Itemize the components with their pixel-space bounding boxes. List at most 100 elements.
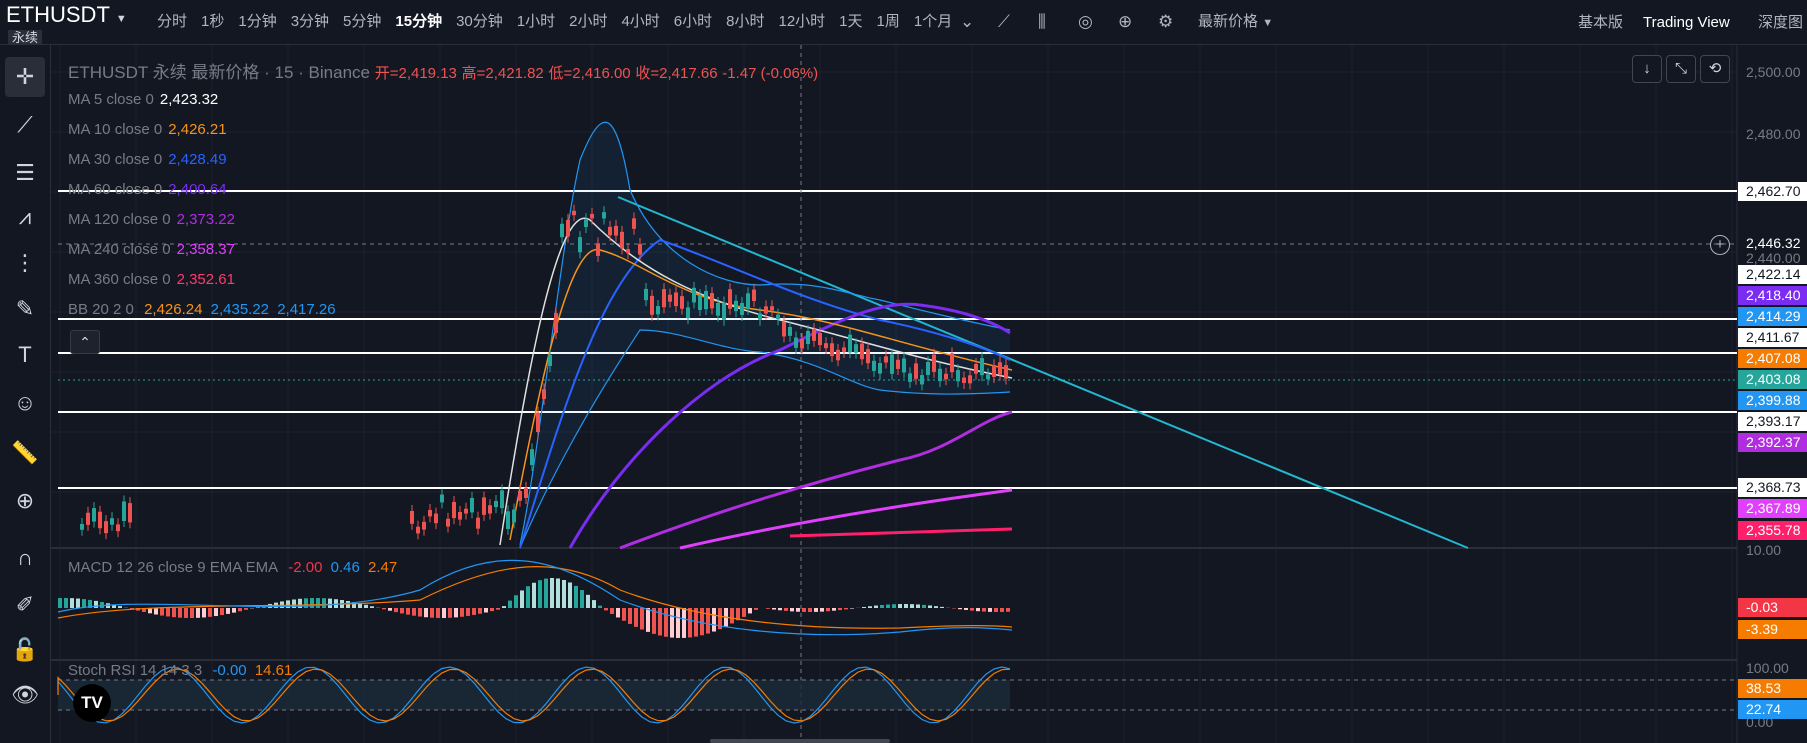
fib-icon[interactable]: ☰ — [15, 160, 35, 185]
timeframe-tab[interactable]: 6小时 — [673, 13, 713, 30]
timeframe-tab[interactable]: 8小时 — [726, 13, 765, 30]
candle-body — [914, 363, 918, 379]
candle-body — [488, 505, 492, 514]
macd-bar — [130, 608, 134, 610]
macd-bar — [928, 605, 932, 608]
arrow-down-icon[interactable]: ↓ — [1632, 55, 1662, 83]
timeframe-tab[interactable]: 1个月 — [913, 13, 953, 30]
candle-body — [662, 289, 666, 308]
candle-body — [776, 314, 780, 320]
timeframe-tab[interactable]: 分时 — [157, 13, 188, 30]
price-chart[interactable] — [51, 45, 1807, 743]
timeframe-tab[interactable]: 4小时 — [621, 13, 660, 30]
candle-body — [110, 518, 114, 525]
lock-drawing-icon[interactable]: ✐ — [15, 592, 35, 617]
eye-icon[interactable]: 👁 — [11, 682, 39, 707]
bb-legend: BB 20 2 0 2,426.24 2,435.22 2,417.26 — [68, 300, 336, 320]
macd-bar — [406, 608, 410, 615]
chevron-down-icon[interactable]: ⌄ — [960, 12, 975, 31]
collapse-legend-button[interactable]: ⌃ — [70, 330, 100, 354]
collapse-icon[interactable]: ⤡ — [1666, 55, 1696, 83]
ruler-icon[interactable]: 📏 — [11, 440, 39, 465]
candle-body — [590, 213, 594, 219]
macd-bar — [910, 604, 914, 608]
candle-body — [566, 219, 570, 237]
trend-line — [617, 196, 1469, 549]
trendline-icon[interactable]: ⟋ — [17, 112, 33, 137]
macd-bar — [934, 606, 938, 608]
emoji-icon[interactable]: ☺ — [13, 390, 37, 415]
macd-legend: MACD 12 26 close 9 EMA EMA -2.00 0.46 2.… — [68, 558, 397, 578]
macd-value: 0.46 — [330, 559, 360, 576]
macd-bar — [886, 604, 890, 608]
crosshair-icon[interactable]: ✛ — [5, 57, 45, 97]
macd-bar — [64, 598, 68, 608]
refresh-icon[interactable]: ⟲ — [1700, 55, 1730, 83]
zoom-icon[interactable]: ⊕ — [15, 488, 35, 513]
tradingview-logo: TV — [73, 684, 111, 722]
timeframe-tab[interactable]: 5分钟 — [343, 13, 382, 30]
magnet-icon[interactable]: ∩ — [17, 545, 33, 570]
candle-body — [410, 510, 414, 524]
candle-body — [860, 343, 864, 360]
bollinger-upper — [519, 121, 1011, 546]
macd-bar — [958, 608, 962, 610]
macd-bar — [322, 598, 326, 608]
candle-body — [938, 368, 942, 382]
macd-bar — [646, 608, 650, 632]
settings-icon[interactable]: ⚙ — [1158, 12, 1174, 31]
macd-bar — [484, 608, 488, 613]
basic-view-button[interactable]: 基本版 — [1578, 14, 1624, 31]
price-type-label: 最新价格 — [1198, 13, 1259, 30]
tradingview-button[interactable]: Trading View — [1643, 14, 1730, 31]
macd-bar — [346, 601, 350, 608]
depth-chart-button[interactable]: 深度图 — [1758, 14, 1804, 31]
macd-bar — [448, 608, 452, 618]
timeframe-tab[interactable]: 30分钟 — [456, 13, 503, 30]
timeframe-tab[interactable]: 3分钟 — [290, 13, 330, 30]
lock-icon[interactable]: 🔓 — [11, 637, 39, 662]
text-icon[interactable]: T — [18, 342, 32, 367]
add-alert-icon[interactable]: + — [1710, 235, 1730, 255]
timeframe-tab[interactable]: 1分钟 — [238, 13, 277, 30]
indicators-icon[interactable]: ⟋ — [998, 12, 1010, 31]
macd-bar — [796, 608, 800, 612]
timeframe-tab[interactable]: 1小时 — [516, 13, 556, 30]
macd-bar — [202, 608, 206, 618]
candle-body — [620, 231, 624, 249]
candle-body — [782, 321, 786, 337]
low-label: 低= — [548, 65, 573, 82]
measure-lines-icon[interactable]: ⋮ — [14, 250, 36, 275]
candle-body — [80, 523, 84, 530]
ma-value: 2,426.21 — [168, 121, 227, 138]
pattern-icon[interactable]: ⩘ — [18, 204, 32, 229]
candle-body — [86, 512, 90, 525]
candle-body — [740, 302, 744, 316]
timeframe-tab[interactable]: 1天 — [839, 13, 863, 30]
price-label: 2,392.37 — [1738, 433, 1807, 452]
candle-body — [956, 370, 960, 382]
camera-icon[interactable]: ◎ — [1078, 12, 1093, 31]
axis-tick-label: 10.00 — [1746, 542, 1782, 558]
ma-legend-row: MA 30 close 0 2,428.49 — [68, 150, 227, 170]
timeframe-tab[interactable]: 1秒 — [201, 13, 225, 30]
macd-bar — [622, 608, 626, 621]
timeframe-tab[interactable]: 15分钟 — [395, 13, 443, 30]
candles-icon[interactable]: ⫼ — [1038, 12, 1046, 31]
timeframe-tab[interactable]: 1周 — [876, 13, 900, 30]
candle-body — [434, 513, 438, 524]
macd-bar — [922, 604, 926, 608]
price-type-selector[interactable]: 最新价格 ▼ — [1198, 11, 1273, 34]
ma-label: MA 5 close 0 — [68, 91, 154, 108]
timeframe-tab[interactable]: 12小时 — [778, 13, 826, 30]
timeframe-tab[interactable]: 2小时 — [569, 13, 608, 30]
symbol-selector[interactable]: ETHUSDT ▼ — [6, 2, 127, 28]
macd-bar — [454, 608, 458, 618]
macd-bar — [748, 608, 752, 614]
macd-bar — [508, 600, 512, 608]
macd-bar — [424, 608, 428, 618]
macd-bar — [328, 598, 332, 608]
candle-body — [446, 518, 450, 527]
brush-icon[interactable]: ✎ — [15, 296, 35, 321]
add-icon[interactable]: ⊕ — [1118, 12, 1133, 31]
